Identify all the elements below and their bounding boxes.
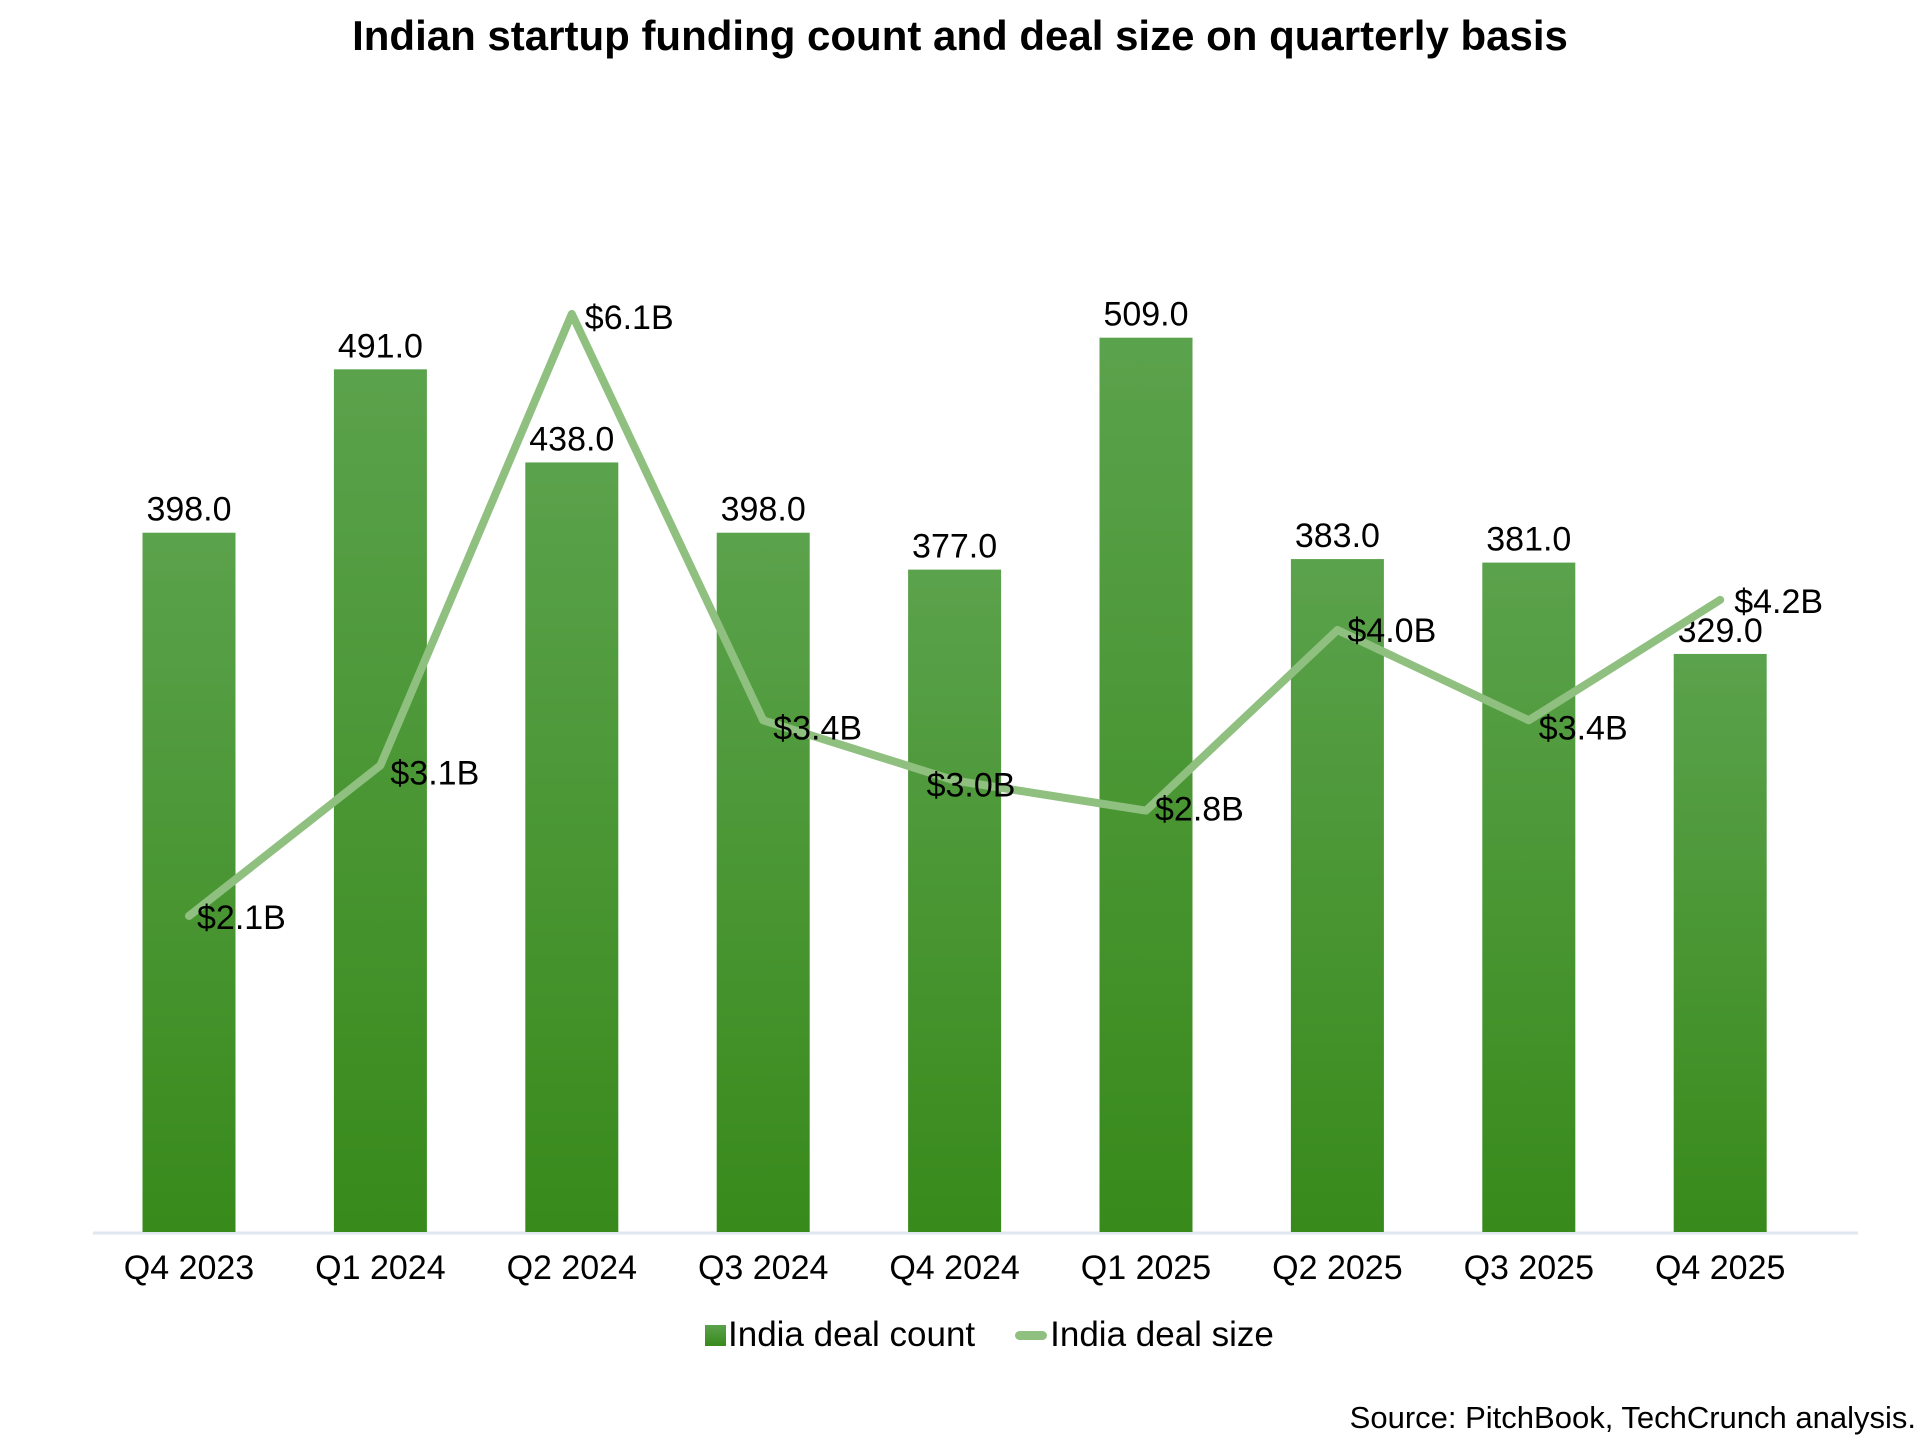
- legend-label-deal-count: India deal count: [728, 1315, 976, 1354]
- bar-series-swatch-icon: [705, 1324, 726, 1346]
- x-axis-label-q2-2025: Q2 2025: [1272, 1249, 1402, 1287]
- bar-q1-2024: [333, 369, 427, 1232]
- x-axis-label-q4-2024: Q4 2024: [889, 1249, 1019, 1287]
- bar-label-q1-2025: 509.0: [1103, 296, 1188, 334]
- bar-label-q3-2025: 381.0: [1486, 521, 1571, 559]
- bar-label-q4-2023: 398.0: [146, 491, 231, 529]
- line-label-q2-2025: $4.0B: [1347, 612, 1436, 650]
- legend: India deal count India deal size: [705, 1315, 1274, 1355]
- line-series-swatch-icon: [1015, 1330, 1048, 1340]
- bar-q4-2024: [908, 569, 1002, 1232]
- line-label-q4-2025: $4.2B: [1734, 583, 1823, 621]
- line-label-q1-2024: $3.1B: [390, 754, 479, 792]
- bar-label-q3-2024: 398.0: [721, 491, 806, 529]
- bar-label-q2-2024: 438.0: [529, 420, 614, 458]
- bar-q2-2024: [525, 462, 619, 1233]
- line-label-q4-2023: $2.1B: [197, 899, 286, 937]
- chart-title: Indian startup funding count and deal si…: [352, 12, 1568, 59]
- bar-q4-2023: [142, 532, 236, 1232]
- bar-q4-2025: [1673, 653, 1767, 1232]
- x-axis-label-q4-2025: Q4 2025: [1655, 1249, 1785, 1287]
- bar-label-q2-2025: 383.0: [1295, 517, 1380, 555]
- bar-q2-2025: [1290, 559, 1384, 1232]
- x-axis-label-q1-2025: Q1 2025: [1081, 1249, 1211, 1287]
- x-axis-label-q3-2025: Q3 2025: [1464, 1249, 1594, 1287]
- bar-q3-2025: [1482, 562, 1576, 1232]
- source-note: Source: PitchBook, TechCrunch analysis.: [1349, 1400, 1916, 1435]
- legend-item-deal-count: India deal count: [705, 1315, 975, 1355]
- x-axis-label-q4-2023: Q4 2023: [124, 1249, 254, 1287]
- x-axis-label-q1-2024: Q1 2024: [315, 1249, 445, 1287]
- legend-label-deal-size: India deal size: [1050, 1315, 1274, 1354]
- line-label-q1-2025: $2.8B: [1155, 791, 1244, 829]
- x-axis-label-q3-2024: Q3 2024: [698, 1249, 828, 1287]
- line-label-q3-2025: $3.4B: [1539, 709, 1628, 747]
- deal-size-line: [185, 309, 1725, 920]
- line-label-q2-2024: $6.1B: [585, 299, 674, 337]
- legend-item-deal-size: India deal size: [1015, 1315, 1274, 1355]
- line-label-q3-2024: $3.4B: [773, 709, 862, 747]
- bar-label-q1-2024: 491.0: [338, 327, 423, 365]
- line-label-q4-2024: $3.0B: [927, 767, 1016, 805]
- bar-q3-2024: [716, 532, 810, 1232]
- x-axis-label-q2-2024: Q2 2024: [507, 1249, 637, 1287]
- bar-label-q4-2024: 377.0: [912, 528, 997, 566]
